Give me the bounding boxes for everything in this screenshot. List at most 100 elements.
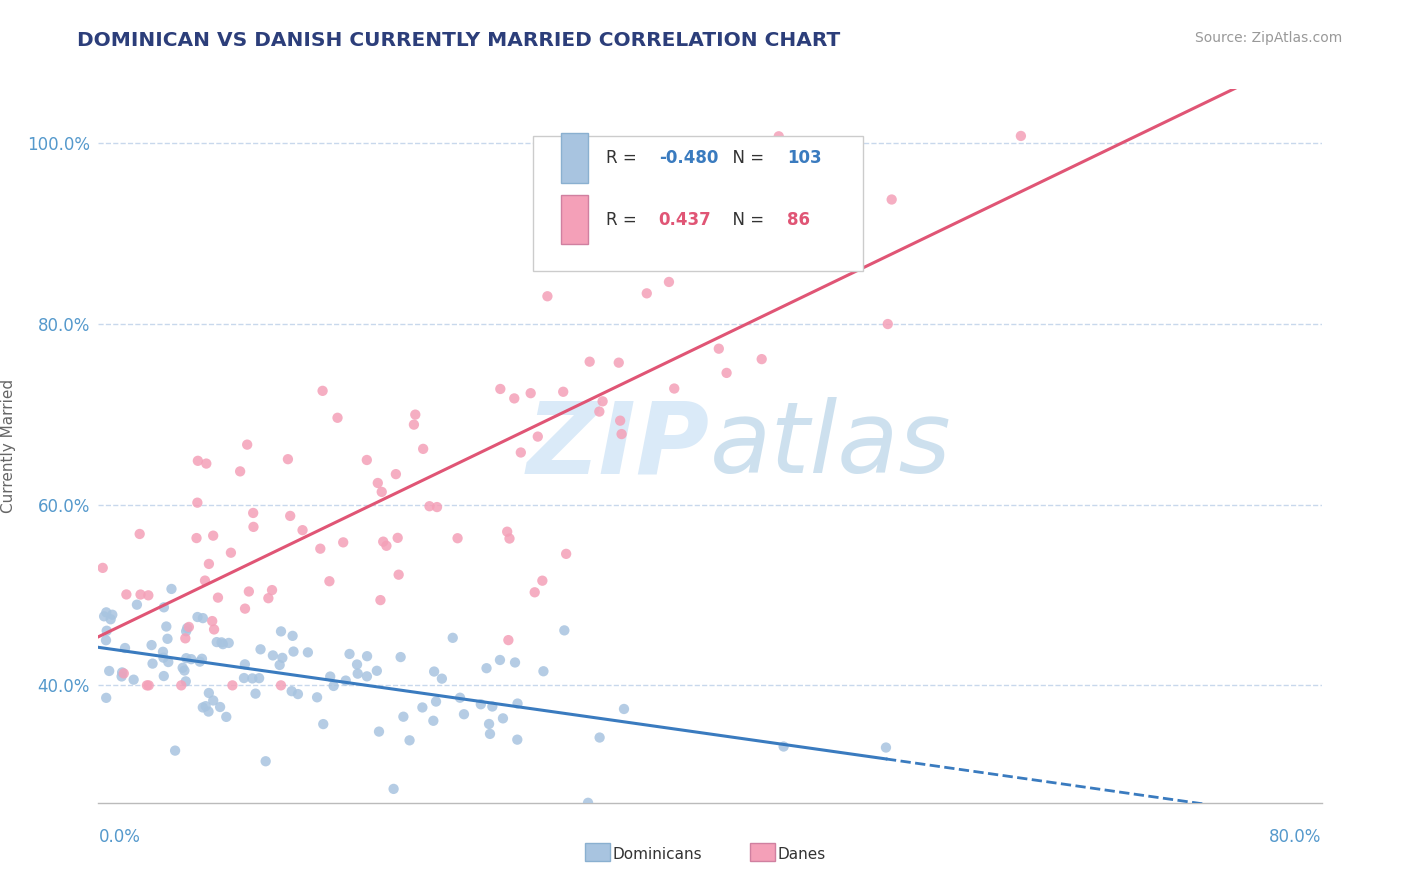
Point — [503, 656, 526, 670]
Point — [173, 664, 195, 678]
Point — [449, 690, 471, 705]
Point — [475, 661, 498, 675]
Point — [280, 684, 302, 698]
Point — [277, 452, 299, 467]
Point — [492, 711, 515, 725]
Point — [636, 286, 658, 301]
Text: N =: N = — [723, 211, 775, 228]
Point — [218, 636, 240, 650]
Point — [751, 352, 773, 367]
Text: Source: ZipAtlas.com: Source: ZipAtlas.com — [1195, 31, 1343, 45]
Point — [211, 635, 233, 649]
Point — [186, 496, 208, 510]
Point — [509, 445, 531, 459]
Point — [332, 535, 354, 549]
Point — [111, 665, 134, 680]
Point — [768, 129, 790, 144]
Point — [519, 386, 541, 401]
Point — [1010, 128, 1032, 143]
Point — [96, 624, 118, 638]
Text: atlas: atlas — [710, 398, 952, 494]
Point — [607, 356, 630, 370]
Text: 103: 103 — [787, 149, 821, 167]
Point — [489, 653, 512, 667]
Text: Danes: Danes — [778, 847, 825, 862]
Point — [110, 669, 132, 683]
Point — [247, 671, 270, 685]
Point — [531, 574, 554, 588]
Text: Dominicans: Dominicans — [612, 847, 702, 862]
Point — [219, 546, 242, 560]
Point — [270, 624, 292, 639]
Point — [506, 697, 529, 711]
Point — [326, 410, 349, 425]
Point — [346, 666, 368, 681]
Point — [339, 647, 361, 661]
FancyBboxPatch shape — [585, 844, 610, 862]
Point — [238, 584, 260, 599]
Point — [356, 453, 378, 467]
Point — [658, 275, 681, 289]
Point — [446, 531, 468, 545]
Point — [553, 624, 575, 638]
Point — [430, 672, 453, 686]
Point — [389, 650, 412, 665]
Point — [96, 690, 118, 705]
Point — [101, 607, 124, 622]
Point — [201, 614, 224, 628]
Point — [373, 534, 395, 549]
Point — [172, 661, 194, 675]
Point — [318, 574, 340, 589]
Point — [254, 754, 277, 768]
Point — [152, 645, 174, 659]
Point — [138, 678, 160, 692]
Text: R =: R = — [606, 149, 643, 167]
Point — [402, 417, 425, 432]
Point — [114, 640, 136, 655]
Point — [498, 532, 520, 546]
Point — [186, 531, 208, 545]
Point — [129, 588, 152, 602]
Point — [503, 392, 526, 406]
Point — [523, 585, 546, 599]
Point — [382, 781, 405, 796]
Point — [876, 317, 898, 331]
Point — [174, 651, 197, 665]
Point — [470, 698, 492, 712]
Point — [236, 437, 259, 451]
Point — [122, 673, 145, 687]
Point — [221, 678, 243, 692]
Point — [335, 673, 357, 688]
Point — [153, 600, 176, 615]
Point — [202, 529, 225, 543]
Point — [366, 664, 388, 678]
Point — [128, 527, 150, 541]
Point — [553, 384, 575, 399]
Point — [207, 591, 229, 605]
FancyBboxPatch shape — [751, 844, 775, 862]
Point — [112, 666, 135, 681]
Point — [198, 686, 221, 700]
Point — [212, 637, 235, 651]
Point — [772, 739, 794, 754]
Text: 80.0%: 80.0% — [1270, 828, 1322, 846]
Point — [177, 620, 200, 634]
Text: 86: 86 — [787, 211, 810, 228]
FancyBboxPatch shape — [561, 133, 588, 183]
Point — [262, 648, 284, 663]
Point — [283, 644, 305, 658]
Point — [309, 541, 332, 556]
Point — [297, 645, 319, 659]
Point — [257, 591, 280, 606]
Point — [91, 561, 114, 575]
Point — [242, 672, 264, 686]
Point — [174, 674, 197, 689]
Point — [526, 429, 548, 443]
Point — [536, 289, 558, 303]
Point — [197, 705, 219, 719]
Point — [664, 382, 686, 396]
Point — [533, 665, 555, 679]
Point — [269, 657, 291, 672]
Point — [612, 217, 634, 231]
FancyBboxPatch shape — [561, 194, 588, 244]
